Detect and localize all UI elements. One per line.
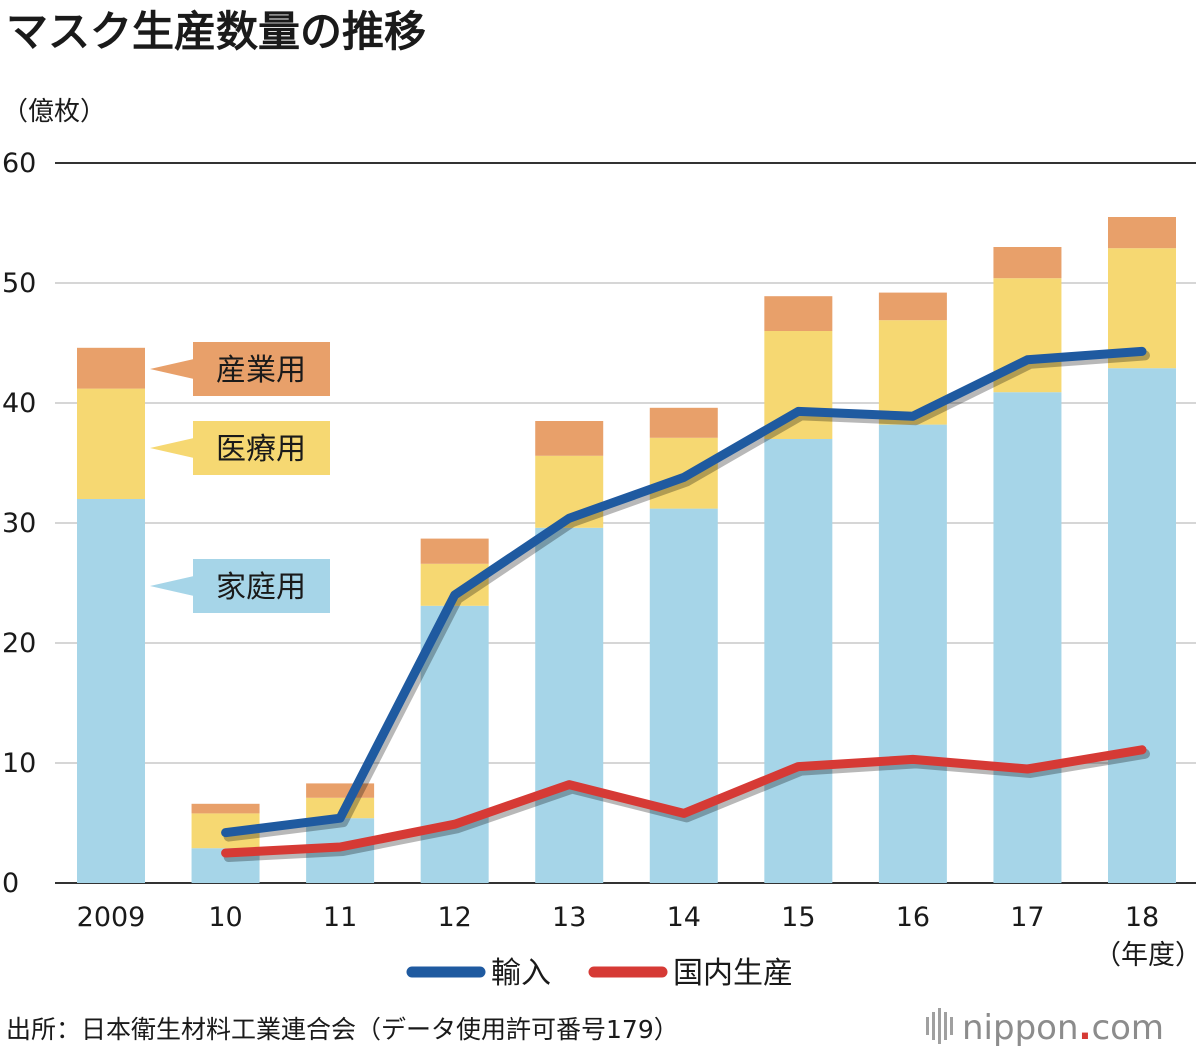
bar-18-家庭用 [1108, 368, 1176, 883]
legend-label-輸入: 輸入 [491, 956, 551, 991]
bar-2009-医療用 [77, 388, 145, 499]
bar-13-家庭用 [535, 527, 604, 883]
bar-14-家庭用 [649, 508, 718, 883]
x-tick-14: 14 [667, 902, 701, 933]
label-box-家庭用 [193, 559, 330, 613]
brand-dot: . [1079, 1008, 1092, 1048]
point-国内生産-16 [912, 758, 914, 760]
brand-icon [926, 1008, 953, 1044]
legend: 輸入 国内生産 [406, 956, 793, 991]
bars [77, 217, 1176, 883]
label-box-産業用 [193, 342, 330, 396]
point-輸入-16 [912, 415, 914, 417]
x-tick-10: 10 [208, 902, 242, 933]
x-axis-unit: （年度） [1094, 940, 1200, 971]
point-国内生産-13 [568, 784, 570, 786]
x-tick-2009: 2009 [77, 902, 146, 933]
y-axis-ticks: 0 10 20 30 40 50 60 [2, 148, 36, 899]
point-国内生産-12 [454, 823, 456, 825]
bar-15-家庭用 [764, 439, 833, 883]
bar-11-医療用 [306, 797, 375, 819]
x-tick-11: 11 [323, 902, 357, 933]
label-家庭用: 家庭用 [150, 559, 330, 613]
x-tick-16: 16 [896, 902, 930, 933]
label-pointer-家庭用 [150, 576, 194, 596]
bar-15-産業用 [764, 296, 833, 331]
y-tick-10: 10 [2, 748, 36, 779]
label-text-家庭用: 家庭用 [216, 570, 306, 605]
y-tick-30: 30 [2, 508, 36, 539]
point-輸入-15 [797, 410, 799, 412]
label-text-医療用: 医療用 [216, 432, 306, 467]
bar-16-家庭用 [878, 424, 947, 883]
bar-10-産業用 [191, 803, 260, 814]
label-box-医療用 [193, 421, 330, 475]
x-tick-15: 15 [781, 902, 815, 933]
bar-18-産業用 [1108, 217, 1176, 249]
point-輸入-11 [339, 817, 341, 819]
bar-14-産業用 [649, 407, 718, 438]
point-国内生産-11 [339, 846, 341, 848]
y-tick-60: 60 [2, 148, 36, 179]
point-輸入-10 [225, 832, 227, 834]
y-tick-50: 50 [2, 268, 36, 299]
point-輸入-17 [1026, 359, 1028, 361]
x-tick-13: 13 [552, 902, 586, 933]
bar-17-産業用 [993, 247, 1062, 279]
brand-text: nippon.com [962, 1008, 1164, 1048]
point-輸入-13 [568, 517, 570, 519]
point-国内生産-18 [1141, 749, 1143, 751]
point-国内生産-10 [225, 852, 227, 854]
point-輸入-12 [454, 594, 456, 596]
x-axis-ticks: 2009 10 11 12 13 14 15 16 17 18 [77, 902, 1160, 933]
bar-17-家庭用 [993, 392, 1062, 883]
legend-label-国内生産: 国内生産 [673, 956, 793, 991]
point-国内生産-14 [683, 812, 685, 814]
bar-12-家庭用 [420, 605, 489, 883]
brand-suffix: com [1091, 1008, 1164, 1048]
point-輸入-14 [683, 476, 685, 478]
brand-logo: nippon.com [926, 1008, 1164, 1048]
x-tick-17: 17 [1010, 902, 1044, 933]
label-医療用: 医療用 [150, 421, 330, 475]
bar-2009-産業用 [77, 347, 145, 389]
label-産業用: 産業用 [150, 342, 330, 396]
bar-2009-家庭用 [77, 499, 145, 883]
y-tick-20: 20 [2, 628, 36, 659]
label-pointer-産業用 [150, 359, 194, 379]
point-輸入-18 [1141, 350, 1143, 352]
bar-13-産業用 [535, 421, 604, 456]
label-pointer-医療用 [150, 438, 194, 458]
source-note: 出所：日本衛生材料工業連合会（データ使用許可番号179） [6, 1015, 679, 1044]
y-tick-40: 40 [2, 388, 36, 419]
brand-main: nippon [962, 1008, 1079, 1048]
y-tick-0: 0 [2, 868, 19, 899]
point-国内生産-15 [797, 766, 799, 768]
point-国内生産-17 [1026, 768, 1028, 770]
label-text-産業用: 産業用 [216, 353, 306, 388]
bar-12-産業用 [420, 538, 489, 564]
y-axis-unit: （億枚） [2, 97, 106, 127]
x-tick-18: 18 [1125, 902, 1159, 933]
bar-16-産業用 [878, 292, 947, 321]
chart-title: マスク生産数量の推移 [6, 7, 426, 56]
lines [221, 346, 1150, 862]
x-tick-12: 12 [437, 902, 471, 933]
